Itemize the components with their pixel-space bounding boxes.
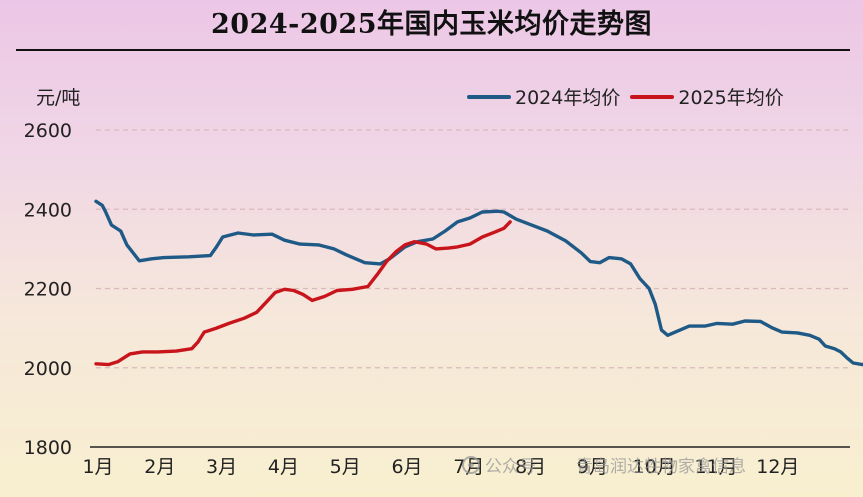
y-tick-label: 2000 bbox=[24, 358, 72, 380]
title-underline bbox=[16, 49, 850, 51]
x-tick-label: 1月 bbox=[82, 456, 113, 478]
x-tick-label: 8月 bbox=[515, 456, 546, 478]
x-tick-label: 6月 bbox=[391, 456, 422, 478]
chart-legend: 2024年均价 2025年均价 bbox=[467, 83, 794, 110]
x-tick-label: 3月 bbox=[206, 456, 237, 478]
y-tick-label: 2200 bbox=[24, 279, 72, 301]
legend-item-2024: 2024年均价 bbox=[467, 83, 620, 110]
legend-swatch-2025 bbox=[630, 94, 675, 99]
x-tick-label: 10月 bbox=[633, 456, 676, 478]
x-tick-label: 12月 bbox=[756, 456, 799, 478]
x-tick-label: 11月 bbox=[694, 456, 737, 478]
legend-label-2024: 2024年均价 bbox=[515, 87, 621, 109]
series-line-2025 bbox=[94, 220, 512, 367]
x-tick-label: 2月 bbox=[144, 456, 175, 478]
x-tick-label: 5月 bbox=[330, 456, 361, 478]
legend-item-2025: 2025年均价 bbox=[630, 83, 784, 110]
legend-swatch-2024 bbox=[467, 94, 511, 99]
watermark: 公众号 青岛润达牲物家禽信息 bbox=[462, 452, 746, 477]
y-tick-label: 1800 bbox=[24, 437, 72, 459]
x-tick-label: 4月 bbox=[268, 456, 299, 478]
legend-label-2025: 2025年均价 bbox=[678, 87, 784, 109]
series-line-2024 bbox=[94, 199, 863, 367]
watermark-platform: 公众号 bbox=[485, 457, 536, 477]
wechat-icon bbox=[462, 455, 480, 474]
y-axis-label: 元/吨 bbox=[36, 87, 81, 109]
watermark-account: 青岛润达牲物家禽信息 bbox=[576, 457, 746, 477]
y-tick-label: 2400 bbox=[24, 199, 72, 221]
y-tick-label: 2600 bbox=[24, 120, 72, 142]
chart-title: 2024-2025年国内玉米均价走势图 bbox=[211, 9, 652, 40]
x-tick-label: 9月 bbox=[577, 456, 608, 478]
